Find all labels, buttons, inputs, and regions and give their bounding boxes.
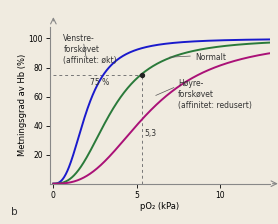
Text: Normalt: Normalt xyxy=(195,53,226,62)
Y-axis label: Metningsgrad av Hb (%): Metningsgrad av Hb (%) xyxy=(18,54,27,156)
Text: 75 %: 75 % xyxy=(90,78,109,87)
Text: Høyre-
forskøvet
(affinitet: redusert): Høyre- forskøvet (affinitet: redusert) xyxy=(178,79,252,110)
Text: b: b xyxy=(11,207,17,217)
X-axis label: pO₂ (kPa): pO₂ (kPa) xyxy=(140,202,179,211)
Text: Venstre-
forskøvet
(affinitet: økt): Venstre- forskøvet (affinitet: økt) xyxy=(63,34,117,65)
Text: 5,3: 5,3 xyxy=(144,129,156,138)
